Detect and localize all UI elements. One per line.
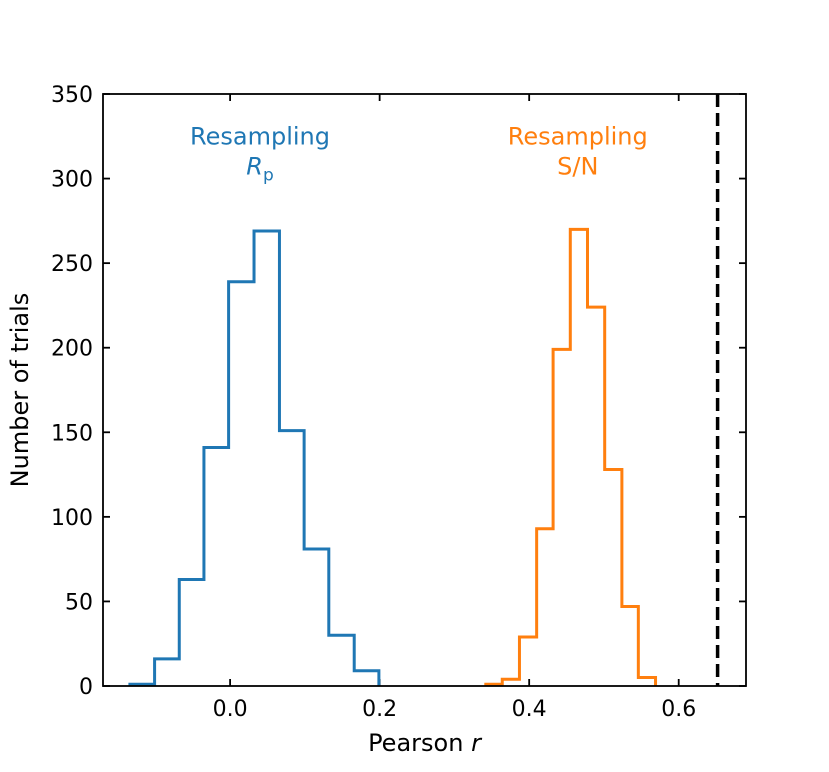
x-tick-label: 0.6 xyxy=(661,697,696,722)
histogram-rp-series xyxy=(128,229,381,686)
histogram-sn-series xyxy=(484,227,658,686)
y-axis-label: Number of trials xyxy=(6,293,34,488)
y-tick-label: 200 xyxy=(51,337,93,362)
y-tick-label: 150 xyxy=(51,421,93,446)
y-tick-label: 0 xyxy=(79,675,93,700)
y-tick-label: 350 xyxy=(51,83,93,108)
annotation-rp-subscript: p xyxy=(263,166,274,186)
annotation-rp-line2: Rp xyxy=(246,153,273,186)
y-tick-label: 50 xyxy=(65,590,93,615)
y-tick-label: 100 xyxy=(51,506,93,531)
annotation-sn-line1: Resampling xyxy=(508,123,648,151)
x-tick-labels: 0.0 0.2 0.4 0.6 xyxy=(213,697,697,722)
x-tick-label: 0.2 xyxy=(362,697,397,722)
annotation-rp-var: R xyxy=(246,153,263,181)
annotation-sn-line2: S/N xyxy=(557,153,598,181)
x-axis-label-text: Pearson xyxy=(368,729,463,757)
plot-frame xyxy=(102,93,747,687)
series-layer xyxy=(128,227,658,686)
y-tick-label: 300 xyxy=(51,168,93,193)
x-tick-label: 0.4 xyxy=(512,697,547,722)
annotation-rp-line1: Resampling xyxy=(190,123,330,151)
y-tick-label: 250 xyxy=(51,252,93,277)
ticks-layer xyxy=(103,93,746,687)
x-axis-label: Pearson r xyxy=(368,729,483,757)
x-tick-label: 0.0 xyxy=(213,697,248,722)
x-axis-label-variable: r xyxy=(471,729,483,757)
y-tick-labels: 0 50 100 150 200 250 300 350 xyxy=(51,83,93,700)
